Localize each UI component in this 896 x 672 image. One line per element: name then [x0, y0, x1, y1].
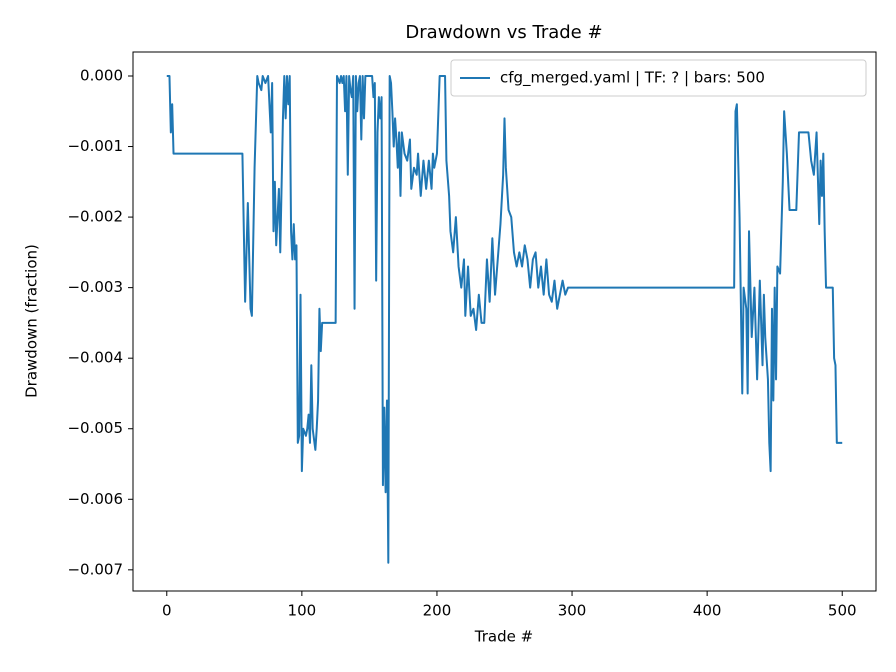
legend-box [450, 59, 867, 97]
x-tick-label: 300 [558, 602, 587, 620]
y-axis-label: Drawdown (fraction) [23, 244, 41, 398]
data-line [166, 74, 843, 564]
y-tick-label: −0.007 [67, 560, 123, 578]
x-tick-label: 400 [693, 602, 722, 620]
x-tick-label: 500 [828, 602, 857, 620]
plot-frame [132, 51, 877, 592]
x-tick-label: 200 [423, 602, 452, 620]
x-tick-label: 100 [288, 602, 317, 620]
y-tick-label: −0.006 [67, 490, 123, 508]
y-tick-label: −0.001 [67, 137, 123, 155]
y-tick-label: −0.003 [67, 278, 123, 296]
legend-label: cfg_merged.yaml | TF: ? | bars: 500 [500, 69, 765, 88]
y-tick-label: −0.004 [67, 349, 123, 367]
y-tick-label: −0.005 [67, 419, 123, 437]
chart-title: Drawdown vs Trade # [405, 22, 602, 43]
y-tick-label: 0.000 [80, 66, 123, 84]
y-tick-label: −0.002 [67, 208, 123, 226]
x-tick-label: 0 [162, 602, 172, 620]
x-axis-label: Trade # [474, 628, 533, 646]
